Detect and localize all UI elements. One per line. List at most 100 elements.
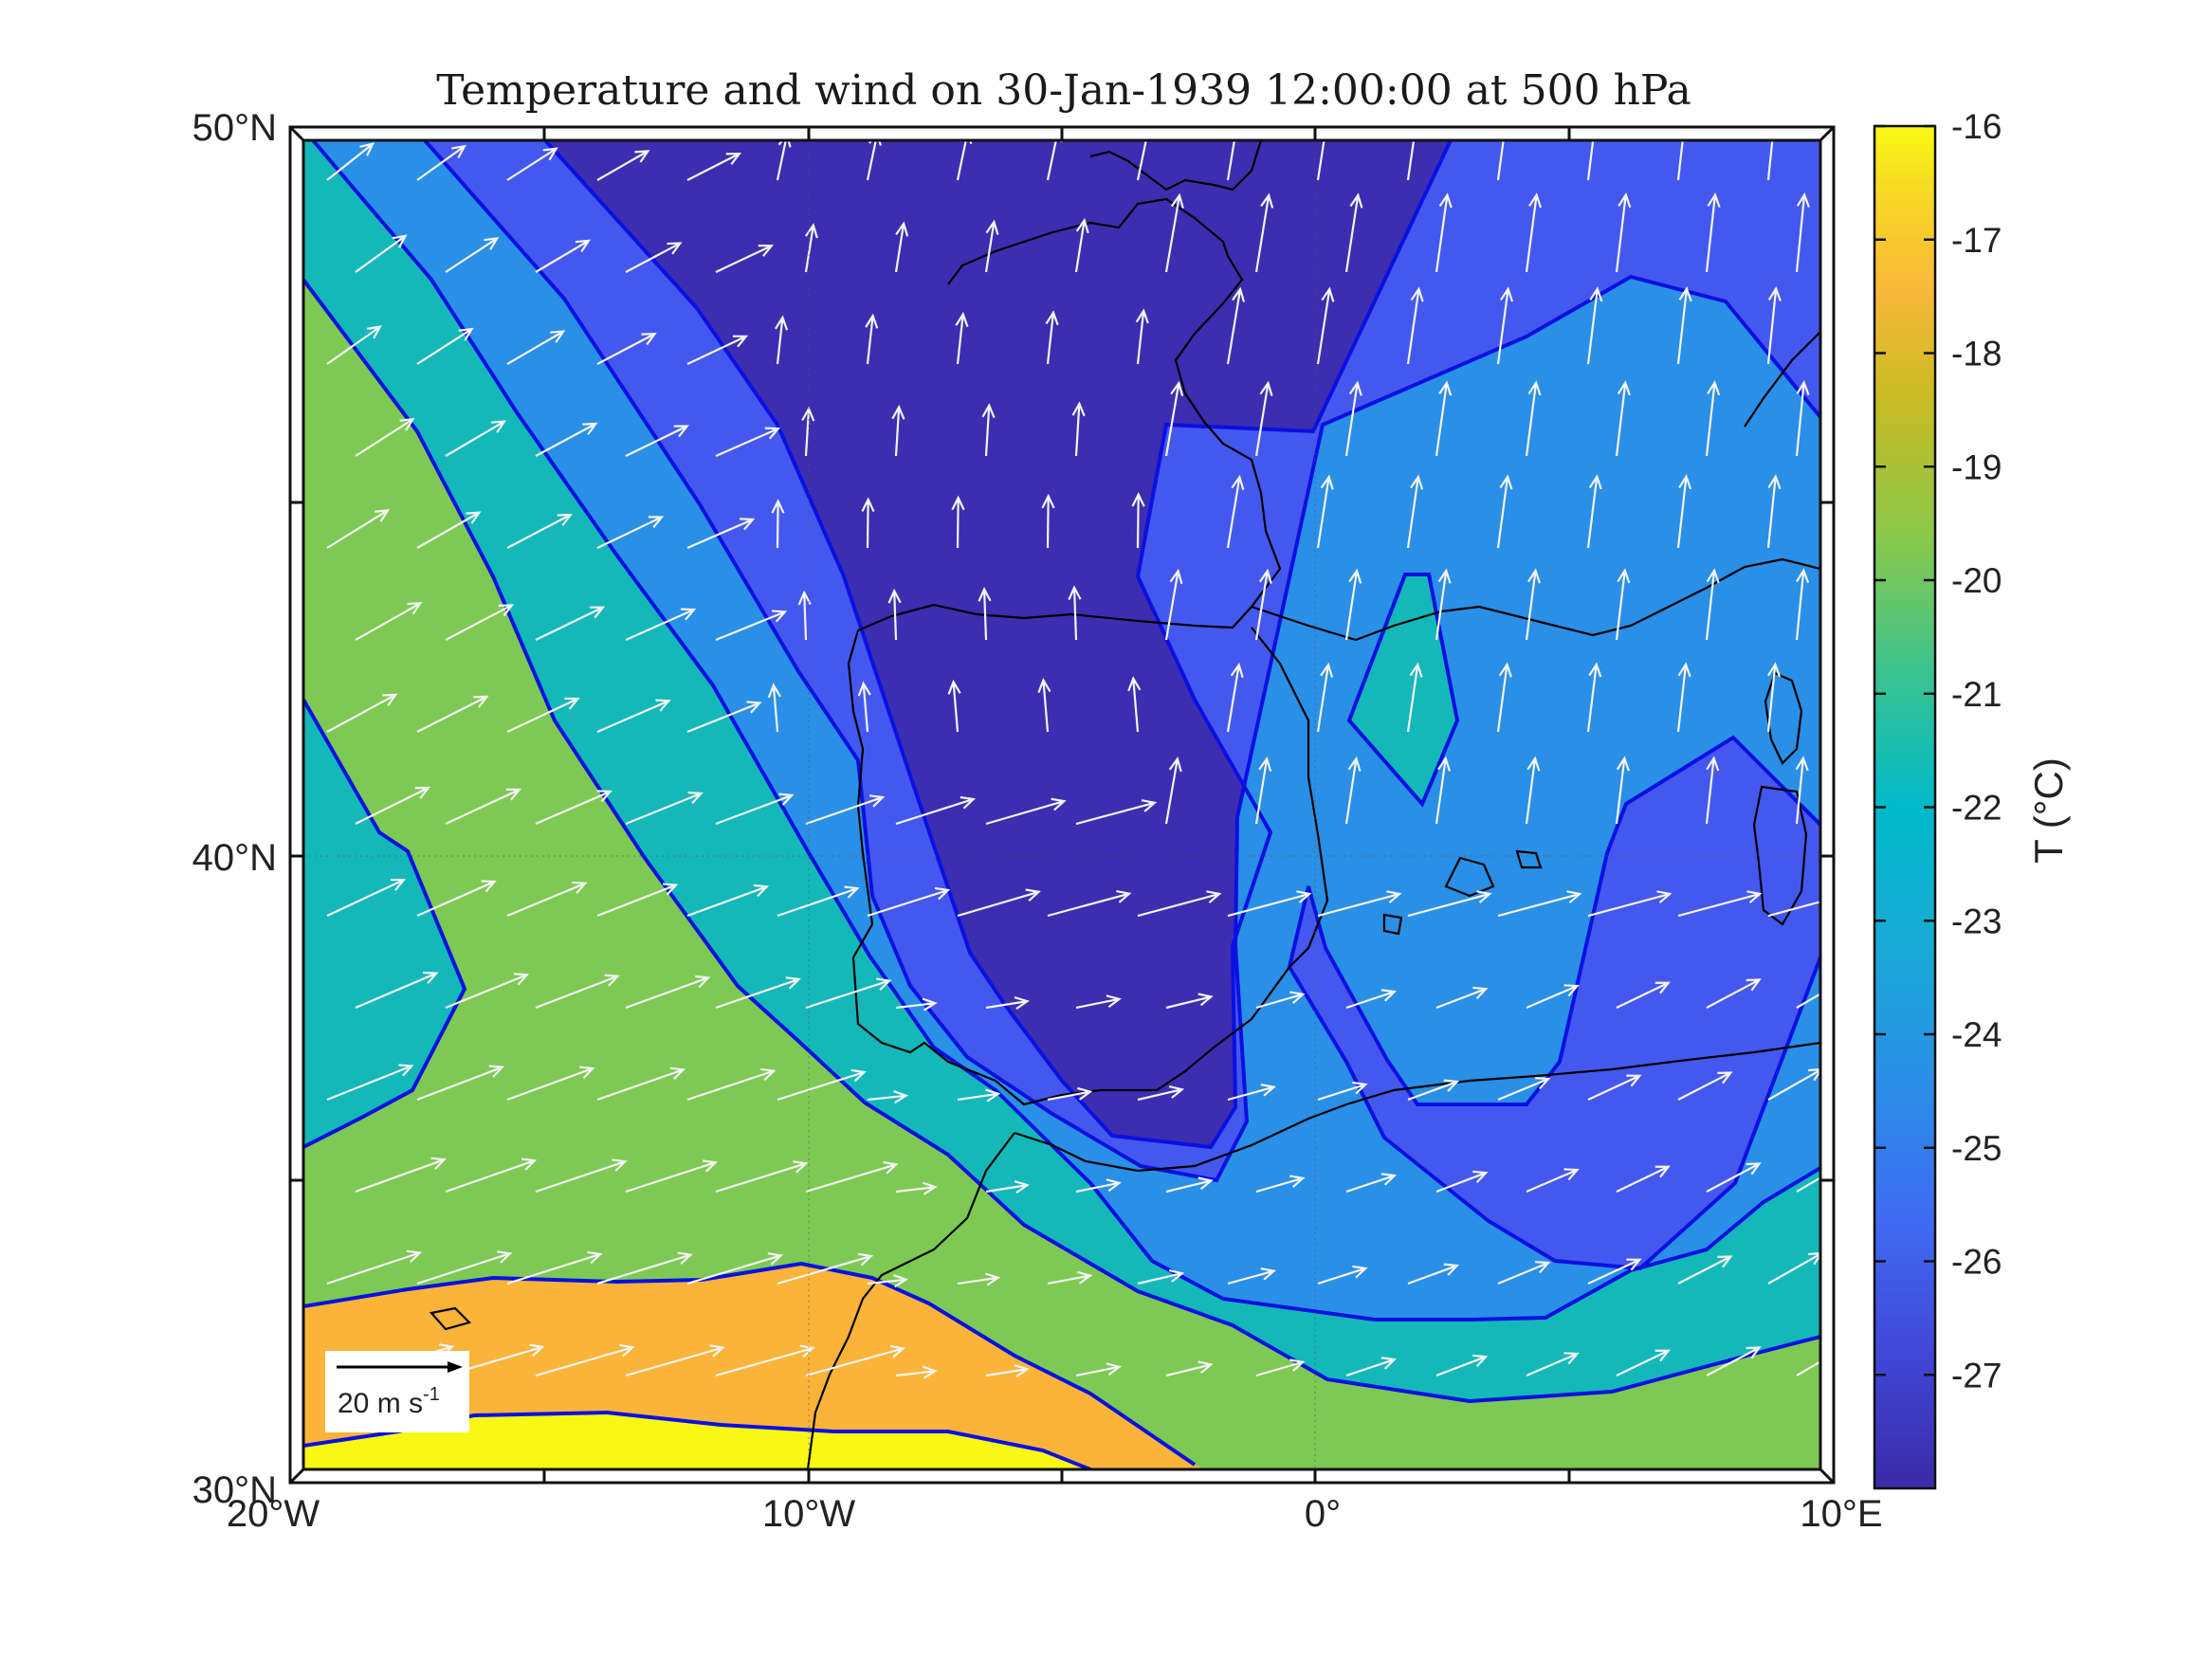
island-madeira bbox=[429, 1306, 472, 1331]
wind-arrowhead bbox=[1348, 568, 1362, 584]
wind-arrow bbox=[1075, 1365, 1120, 1377]
wind-arrow bbox=[805, 1347, 904, 1377]
wind-arrowhead bbox=[1150, 140, 1154, 141]
wind-arrowhead bbox=[985, 1088, 1001, 1103]
wind-arrowhead bbox=[1626, 1258, 1642, 1271]
wind-arrowhead bbox=[1380, 1173, 1398, 1186]
wind-arrowhead bbox=[1258, 756, 1272, 773]
colorbar-tick-label: -19 bbox=[1951, 447, 2002, 486]
wind-arrow bbox=[1137, 1272, 1183, 1285]
wind-arrow bbox=[1255, 1176, 1304, 1194]
wind-arrow bbox=[355, 602, 422, 641]
wind-arrow bbox=[1345, 1174, 1396, 1194]
wind-arrowhead bbox=[1260, 192, 1274, 209]
wind-arrowhead bbox=[857, 1252, 874, 1267]
wind-arrowhead bbox=[392, 234, 408, 248]
wind-arrowhead bbox=[1746, 890, 1763, 903]
wind-arrowhead bbox=[1438, 192, 1453, 209]
wind-arrow bbox=[1137, 892, 1220, 918]
wind-arrowhead bbox=[1169, 568, 1183, 585]
wind-arrow bbox=[686, 1254, 781, 1285]
wind-arrowhead bbox=[673, 425, 689, 438]
wind-arrowhead bbox=[1618, 192, 1632, 209]
wind-arrow bbox=[893, 591, 898, 641]
wind-arrow bbox=[1042, 680, 1050, 733]
wind-arrow bbox=[1766, 476, 1777, 549]
wind-arrowhead bbox=[1352, 1081, 1368, 1095]
wind-arrowhead bbox=[1707, 191, 1721, 209]
wind-arrowhead bbox=[1045, 310, 1059, 326]
wind-arrowhead bbox=[604, 974, 620, 987]
wind-arrowhead bbox=[850, 1068, 867, 1083]
wind-arrowhead bbox=[1296, 890, 1312, 903]
wind-arrowhead bbox=[1535, 1261, 1551, 1274]
wind-arrowhead bbox=[767, 1252, 784, 1266]
wind-arrow bbox=[985, 1368, 1028, 1377]
wind-scale-box bbox=[325, 1351, 469, 1432]
wind-arrowhead bbox=[799, 1344, 815, 1358]
wind-arrow bbox=[1587, 1074, 1640, 1101]
wind-arrowhead bbox=[1231, 474, 1245, 490]
wind-arrow bbox=[772, 684, 779, 733]
wind-arrow bbox=[804, 225, 814, 273]
wind-arrowhead bbox=[1678, 474, 1692, 490]
wind-arrowhead bbox=[1289, 1175, 1306, 1188]
wind-arrow bbox=[416, 511, 480, 549]
wind-arrow bbox=[715, 428, 779, 458]
wind-arrowhead bbox=[1588, 662, 1602, 678]
wind-arrowhead bbox=[587, 1250, 603, 1265]
wind-arrow bbox=[1254, 194, 1271, 273]
wind-arrowhead bbox=[677, 1251, 693, 1265]
wind-arrowhead bbox=[725, 152, 742, 165]
wind-arrow bbox=[506, 1066, 594, 1102]
map-panel: 20 m s-1 bbox=[303, 140, 1820, 1469]
wind-arrow bbox=[1706, 1346, 1761, 1376]
wind-arrow bbox=[1676, 664, 1688, 733]
wind-arrow bbox=[1344, 570, 1359, 641]
wind-arrow bbox=[445, 974, 528, 1010]
wind-arrowhead bbox=[1259, 380, 1273, 396]
wind-arrowhead bbox=[732, 335, 749, 348]
wind-arrow bbox=[506, 882, 586, 918]
wind-arrowhead bbox=[655, 699, 671, 712]
wind-arrowhead bbox=[589, 606, 606, 619]
wind-arrowhead bbox=[1380, 989, 1398, 1002]
wind-arrow bbox=[956, 140, 967, 181]
wind-arrowhead bbox=[740, 518, 756, 531]
wind-arrow bbox=[895, 1186, 936, 1194]
wind-arrow bbox=[894, 223, 905, 273]
wind-arrow bbox=[1047, 1274, 1091, 1285]
wind-arrow bbox=[1705, 570, 1716, 641]
wind-arrow bbox=[957, 1092, 998, 1102]
wind-arrowhead bbox=[792, 1160, 809, 1174]
wind-arrow bbox=[1164, 194, 1181, 273]
wind-arrow bbox=[804, 409, 811, 457]
wind-arrowhead bbox=[1707, 380, 1721, 396]
wind-arrow bbox=[895, 1370, 936, 1377]
wind-arrowhead bbox=[430, 1157, 448, 1170]
wind-arrowhead bbox=[662, 883, 679, 896]
wind-arrowhead bbox=[1141, 799, 1158, 812]
wind-arrow bbox=[1526, 1352, 1578, 1377]
coast-africa bbox=[1014, 1041, 1820, 1173]
wind-arrowhead bbox=[771, 499, 785, 514]
wind-arrowhead bbox=[1717, 1255, 1733, 1268]
wind-arrowhead bbox=[1654, 1165, 1671, 1178]
contour-lines bbox=[303, 140, 1820, 1469]
band-22-20 bbox=[303, 280, 1820, 1469]
wind-arrowhead bbox=[785, 976, 801, 990]
wind-arrow bbox=[1766, 664, 1777, 733]
wind-arrow bbox=[686, 885, 768, 918]
wind-arrow bbox=[355, 1158, 446, 1194]
wind-arrow bbox=[355, 972, 437, 1010]
wind-arrow bbox=[1407, 892, 1490, 918]
wind-arrow bbox=[1254, 571, 1269, 641]
wind-arrow bbox=[1677, 1071, 1731, 1101]
wind-arrowhead bbox=[1168, 756, 1182, 773]
island-corsica bbox=[1764, 671, 1803, 765]
wind-arrowhead bbox=[1717, 1071, 1733, 1085]
wind-arrowhead bbox=[458, 327, 474, 341]
wind-arrow bbox=[1435, 194, 1449, 273]
coast-iberia bbox=[857, 197, 1282, 632]
wind-arrowhead bbox=[709, 1344, 725, 1358]
